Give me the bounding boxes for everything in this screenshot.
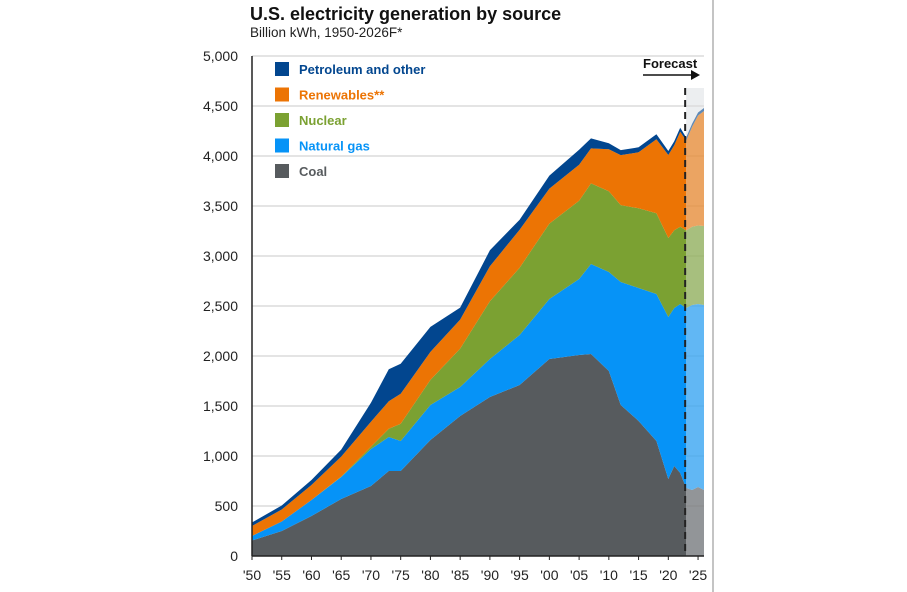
area-renewables-forecast (686, 111, 704, 231)
legend-label-coal: Coal (299, 164, 327, 179)
forecast-arrow-head (691, 70, 700, 80)
area-nuclear-forecast (686, 225, 704, 308)
area-renewables (252, 131, 687, 536)
x-tick-label: '80 (421, 567, 439, 583)
legend-swatch-natural-gas (275, 138, 289, 153)
area-natural-gas-forecast (686, 304, 704, 490)
chart-subtitle: Billion kWh, 1950-2026F* (250, 25, 403, 40)
legend-swatch-coal (275, 164, 289, 178)
x-tick-label: '60 (302, 567, 320, 583)
area-nuclear (252, 183, 687, 536)
legend-label-petroleum-and-other: Petroleum and other (299, 62, 425, 77)
y-tick-label: 4,000 (203, 148, 238, 164)
x-tick-label: '50 (243, 567, 261, 583)
x-tick-label: '00 (540, 567, 558, 583)
area-coal (252, 354, 687, 556)
legend-swatch-nuclear (275, 113, 289, 127)
area-coal-forecast (686, 487, 704, 556)
x-tick-label: '10 (600, 567, 618, 583)
area-petroleum-and-other-forecast (686, 108, 704, 141)
forecast-label: Forecast (643, 56, 698, 71)
legend-label-natural-gas: Natural gas (299, 139, 370, 154)
legend-label-nuclear: Nuclear (299, 113, 347, 128)
x-tick-label: '95 (511, 567, 529, 583)
y-tick-label: 3,500 (203, 198, 238, 214)
x-tick-label: '75 (392, 567, 410, 583)
y-tick-label: 5,000 (203, 48, 238, 64)
y-tick-label: 500 (215, 498, 239, 514)
area-natural-gas (252, 264, 687, 541)
x-tick-label: '05 (570, 567, 588, 583)
y-tick-label: 0 (230, 548, 238, 564)
chart-title: U.S. electricity generation by source (250, 4, 562, 24)
legend-swatch-petroleum-and-other (275, 62, 289, 76)
x-tick-label: '85 (451, 567, 469, 583)
y-tick-label: 3,000 (203, 248, 238, 264)
x-tick-label: '20 (659, 567, 677, 583)
y-tick-label: 2,500 (203, 298, 238, 314)
x-tick-label: '25 (689, 567, 707, 583)
y-tick-label: 4,500 (203, 98, 238, 114)
y-tick-label: 1,500 (203, 398, 238, 414)
x-tick-label: '15 (629, 567, 647, 583)
y-tick-label: 1,000 (203, 448, 238, 464)
legend-swatch-renewables (275, 87, 289, 102)
x-tick-label: '55 (273, 567, 291, 583)
legend-label-renewables: Renewables** (299, 88, 385, 103)
x-tick-label: '70 (362, 567, 380, 583)
x-tick-label: '90 (481, 567, 499, 583)
x-tick-label: '65 (332, 567, 350, 583)
area-petroleum-and-other (252, 127, 687, 526)
y-tick-label: 2,000 (203, 348, 238, 364)
